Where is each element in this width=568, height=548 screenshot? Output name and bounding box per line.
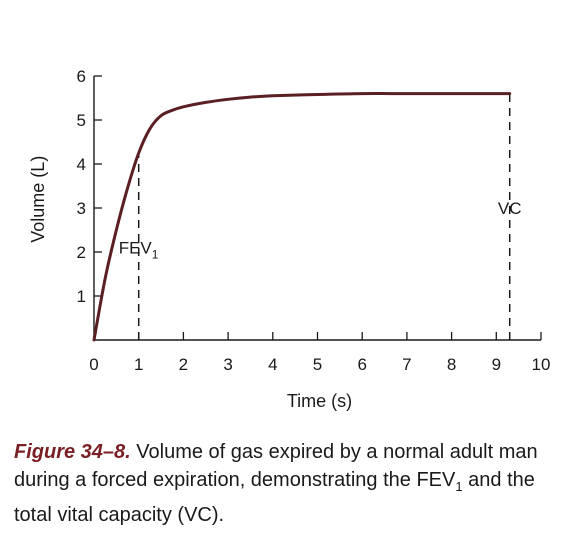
x-tick-label: 7 <box>402 355 411 374</box>
caption-text-part1: Volume of gas expired by a normal adult … <box>14 441 538 491</box>
annotations: FEV1 VC <box>119 199 522 262</box>
y-tick-label: 6 <box>77 67 86 86</box>
caption-subscript: 1 <box>455 479 463 494</box>
y-tick-label: 5 <box>77 111 86 130</box>
x-tick-label: 9 <box>492 355 501 374</box>
y-tick-label: 4 <box>77 155 86 174</box>
x-tick-label: 2 <box>179 355 188 374</box>
reference-lines <box>137 93 511 340</box>
x-tick-label: 1 <box>134 355 143 374</box>
x-tick-label: 3 <box>223 355 232 374</box>
x-tick-label: 0 <box>89 355 98 374</box>
volume-time-chart: 0 1 2 3 4 5 6 7 8 9 10 1 2 3 4 5 6 Time (s) Volume (L) F… <box>28 67 551 411</box>
figure-label: Figure 34–8. <box>14 441 131 463</box>
y-axis-title: Volume (L) <box>28 156 48 243</box>
y-tick-label: 1 <box>77 287 86 306</box>
volume-curve <box>92 92 512 342</box>
x-tick-label: 8 <box>447 355 456 374</box>
tick-labels: 0 1 2 3 4 5 6 7 8 9 10 1 2 3 4 5 6 <box>77 67 551 374</box>
caption-text-part2: and the total vital capacity (VC). <box>14 469 535 526</box>
fev1-subscript: 1 <box>152 248 159 262</box>
vc-annotation: VC <box>498 199 522 218</box>
x-axis-title: Time (s) <box>287 391 352 411</box>
axes <box>93 75 542 341</box>
x-tick-label: 6 <box>357 355 366 374</box>
y-tick-label: 2 <box>77 243 86 262</box>
figure-caption: Figure 34–8. Volume of gas expired by a … <box>14 438 554 529</box>
fev1-annotation: FEV1 <box>119 239 159 262</box>
y-tick-label: 3 <box>77 199 86 218</box>
x-tick-label: 10 <box>532 355 551 374</box>
x-tick-label: 5 <box>313 355 322 374</box>
x-tick-label: 4 <box>268 355 277 374</box>
